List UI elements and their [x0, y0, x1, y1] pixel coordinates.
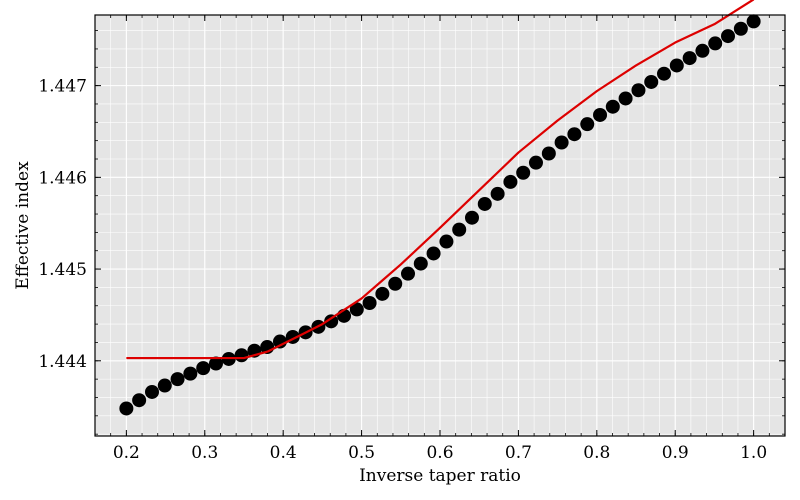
x-tick-label: 0.9 [662, 443, 689, 463]
data-point [695, 43, 710, 58]
data-point [644, 74, 659, 89]
x-tick-label: 0.8 [583, 443, 610, 463]
data-point [452, 222, 467, 237]
data-point [349, 302, 364, 317]
data-point [170, 372, 185, 387]
x-tick-label: 0.4 [270, 443, 297, 463]
data-point [669, 58, 684, 73]
data-point [541, 146, 556, 161]
data-point [208, 356, 223, 371]
data-point [708, 36, 723, 51]
data-point [157, 378, 172, 393]
x-tick-label: 0.6 [426, 443, 453, 463]
data-point [682, 51, 697, 66]
data-point [324, 314, 339, 329]
data-point [580, 117, 595, 132]
data-point [746, 14, 761, 29]
data-point [516, 165, 531, 180]
y-tick-label: 1.445 [38, 260, 87, 280]
data-point [183, 366, 198, 381]
data-point [439, 234, 454, 249]
x-tick-label: 0.5 [348, 443, 375, 463]
data-point [554, 135, 569, 150]
data-point [426, 246, 441, 261]
x-tick-label: 0.3 [191, 443, 218, 463]
y-axis-label: Effective index [13, 161, 33, 290]
data-point [593, 107, 608, 122]
y-tick-label: 1.447 [38, 77, 87, 97]
series-layer [119, 0, 761, 416]
y-tick-label: 1.446 [38, 168, 87, 188]
data-point [720, 29, 735, 44]
ticks: 0.2 0.3 0.4 0.5 0.6 0.7 0.8 0.9 1.0 1.444 1.445 1.4… [38, 15, 786, 463]
data-point [272, 334, 287, 349]
data-point [503, 174, 518, 189]
data-point [362, 296, 377, 311]
data-point [618, 91, 633, 106]
fit-line [126, 0, 755, 360]
data-point [145, 384, 160, 399]
data-point [733, 21, 748, 36]
grid [94, 15, 786, 436]
data-point [567, 127, 582, 142]
data-point [605, 99, 620, 114]
x-tick-label: 0.2 [113, 443, 140, 463]
data-point [631, 83, 646, 98]
data-point [477, 196, 492, 211]
data-point [464, 210, 479, 225]
data-point [413, 256, 428, 271]
data-point [401, 266, 416, 281]
x-tick-label: 0.7 [505, 443, 532, 463]
x-tick-label: 1.0 [740, 443, 767, 463]
y-tick-label: 1.444 [38, 352, 87, 372]
data-point [375, 286, 390, 301]
data-point [119, 401, 134, 416]
data-point [657, 66, 672, 81]
data-point [132, 393, 147, 408]
data-point [490, 186, 505, 201]
data-point [234, 348, 249, 363]
x-axis-label: Inverse taper ratio [359, 466, 521, 486]
data-point [528, 155, 543, 170]
data-point [196, 361, 211, 376]
data-point [388, 276, 403, 291]
